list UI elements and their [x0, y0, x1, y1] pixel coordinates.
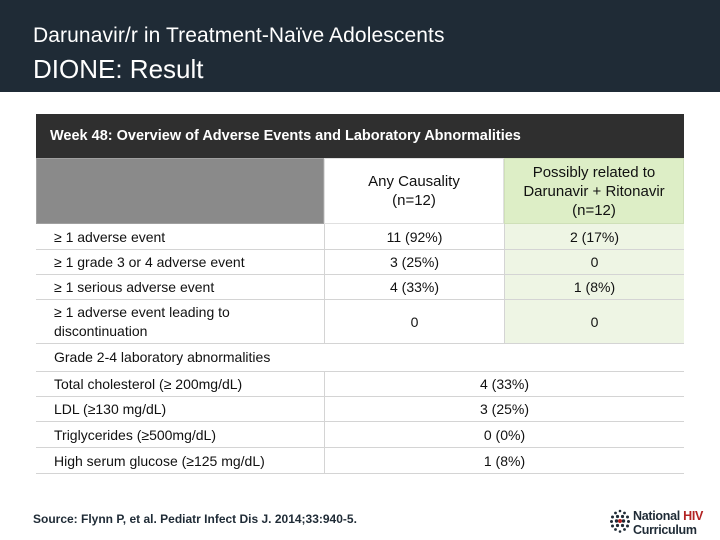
- table-row: High serum glucose (≥125 mg/dL) 1 (8%): [36, 448, 684, 474]
- row-any-value: 4 (33%): [324, 275, 504, 299]
- table-banner: Week 48: Overview of Adverse Events and …: [36, 114, 684, 158]
- slide-title: Darunavir/r in Treatment-Naïve Adolescen…: [33, 24, 445, 47]
- national-hiv-curriculum-logo: National HIV Curriculum: [609, 508, 705, 537]
- row-any-value: 0: [324, 300, 504, 343]
- table-row: ≥ 1 serious adverse event 4 (33%) 1 (8%): [36, 275, 684, 300]
- row-any-value: 3 (25%): [324, 250, 504, 274]
- table-row: Triglycerides (≥500mg/dL) 0 (0%): [36, 422, 684, 448]
- logo-wordmark-top: National HIV: [633, 509, 703, 523]
- dot-globe-icon: [610, 509, 630, 533]
- lab-row-label: Triglycerides (≥500mg/dL): [36, 422, 324, 447]
- lab-row-value: 4 (33%): [324, 372, 684, 396]
- lab-row-value: 1 (8%): [324, 448, 684, 473]
- table-row: ≥ 1 adverse event 11 (92%) 2 (17%): [36, 224, 684, 250]
- lab-row-value: 3 (25%): [324, 397, 684, 421]
- header-rel-line3: (n=12): [572, 201, 616, 219]
- lab-row-label: Total cholesterol (≥ 200mg/dL): [36, 372, 324, 396]
- row-label: ≥ 1 grade 3 or 4 adverse event: [36, 250, 324, 274]
- slide-header: Darunavir/r in Treatment-Naïve Adolescen…: [0, 0, 720, 92]
- lab-section-heading: Grade 2-4 laboratory abnormalities: [54, 349, 271, 365]
- header-rel-line1: Possibly related to: [532, 163, 656, 181]
- header-rel-line2: Darunavir + Ritonavir: [523, 182, 665, 200]
- row-label: ≥ 1 serious adverse event: [36, 275, 324, 299]
- lab-section-row: Grade 2-4 laboratory abnormalities: [36, 344, 684, 367]
- logo-word-hiv: HIV: [683, 509, 704, 523]
- row-related-value: 2 (17%): [504, 224, 684, 249]
- row-any-value: 11 (92%): [324, 224, 504, 249]
- source-citation: Source: Flynn P, et al. Pediatr Infect D…: [33, 512, 357, 526]
- table-row: Total cholesterol (≥ 200mg/dL) 4 (33%): [36, 371, 684, 397]
- header-blank-cell: [36, 158, 324, 224]
- row-related-value: 0: [504, 250, 684, 274]
- lab-row-label: LDL (≥130 mg/dL): [36, 397, 324, 421]
- header-possibly-related: Possibly related to Darunavir + Ritonavi…: [504, 158, 684, 224]
- table-row: ≥ 1 adverse event leading to discontinua…: [36, 300, 684, 344]
- row-label-line1: ≥ 1 adverse event leading to: [54, 303, 230, 320]
- logo-word-national: National: [633, 509, 680, 523]
- table-row: ≥ 1 grade 3 or 4 adverse event 3 (25%) 0: [36, 250, 684, 275]
- row-label: ≥ 1 adverse event: [36, 224, 324, 249]
- lab-row-label: High serum glucose (≥125 mg/dL): [36, 448, 324, 473]
- header-any-line2: (n=12): [392, 192, 436, 209]
- slide-subtitle: DIONE: Result: [33, 54, 204, 84]
- header-any-line1: Any Causality: [368, 173, 460, 190]
- lab-row-value: 0 (0%): [324, 422, 684, 447]
- row-label: ≥ 1 adverse event leading to discontinua…: [36, 300, 324, 343]
- table-row: LDL (≥130 mg/dL) 3 (25%): [36, 397, 684, 422]
- row-related-value: 1 (8%): [504, 275, 684, 299]
- row-related-value: 0: [504, 300, 684, 343]
- header-any-causality: Any Causality (n=12): [324, 158, 504, 224]
- logo-word-curriculum: Curriculum: [633, 523, 697, 537]
- row-label-line2: discontinuation: [54, 322, 148, 339]
